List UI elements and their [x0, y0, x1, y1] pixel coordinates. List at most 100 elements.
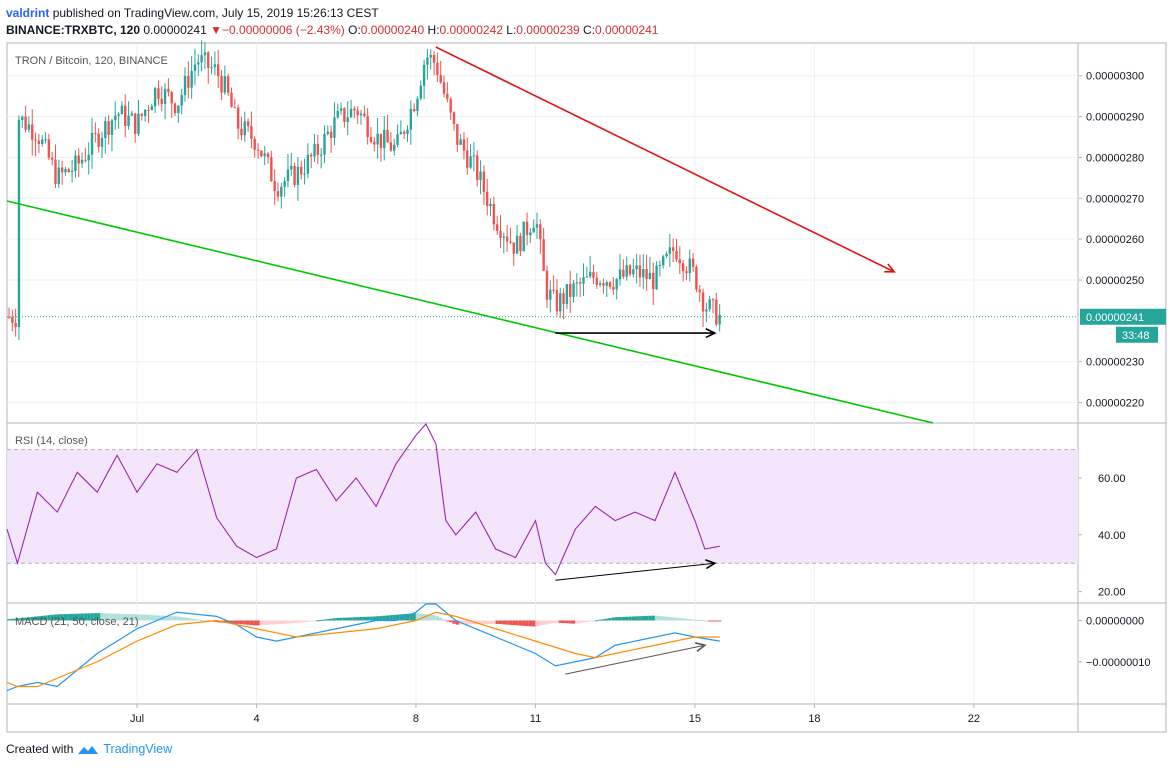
macd-histogram-bar [166, 615, 171, 621]
candle-body [124, 105, 127, 126]
macd-histogram-bar [163, 615, 167, 621]
macd-histogram-bar [349, 617, 353, 621]
resistance-trendline [435, 46, 895, 273]
rsi-band [7, 449, 1078, 564]
macd-histogram-bar [180, 617, 184, 621]
macd-histogram-bar [478, 620, 483, 625]
macd-histogram-bar [608, 618, 612, 621]
macd-histogram-bar [50, 614, 54, 621]
macd-line [6, 603, 720, 692]
candle-body [160, 98, 163, 104]
candle-body [555, 290, 559, 312]
macd-histogram-bar [482, 620, 486, 625]
candle-body [409, 108, 413, 130]
macd-histogram-bar [196, 619, 200, 621]
macd-histogram-bar [80, 613, 84, 621]
candle-body [77, 155, 80, 164]
macd-histogram-bar [263, 620, 267, 625]
macd-histogram-bar [346, 617, 350, 621]
macd-histogram-bar [518, 620, 523, 626]
macd-histogram-bar [259, 620, 264, 626]
candle-body [243, 121, 246, 136]
macd-histogram-bar [505, 620, 509, 625]
candle-body [127, 115, 130, 126]
footer: Created with TradingView [6, 742, 172, 756]
macd-histogram-bar [508, 620, 513, 625]
candle-body [11, 316, 14, 324]
change-value: −0.00000006 (−2.43%) [222, 23, 345, 37]
macd-histogram-bar [316, 620, 320, 622]
rsi-divergence-arrowhead [705, 559, 717, 570]
macd-histogram-bar [7, 619, 11, 621]
macd-histogram-bar [322, 619, 327, 621]
candle-body [389, 142, 393, 151]
candle-body [240, 128, 243, 136]
price-axis-label: 0.00000300 [1086, 71, 1144, 83]
price-axis-label: 0.00000250 [1086, 275, 1144, 287]
time-axis-label: 8 [413, 713, 419, 725]
candle-body [622, 269, 625, 277]
macd-histogram-bar [24, 617, 28, 621]
macd-histogram-bar [548, 620, 552, 624]
macd-histogram-bar [601, 619, 606, 621]
price-axis-label: 0.00000290 [1086, 112, 1144, 124]
candle-body [379, 133, 383, 149]
macd-histogram-bar [93, 613, 98, 621]
candle-body [691, 258, 695, 267]
candle-body [505, 236, 509, 242]
macd-histogram-bar [193, 619, 197, 621]
candle-body [615, 279, 618, 290]
macd-histogram-bar [30, 616, 34, 621]
author-link[interactable]: valdrint [6, 6, 50, 20]
candle-body [120, 105, 124, 115]
tradingview-brand[interactable]: TradingView [103, 742, 173, 756]
macd-histogram-bar [545, 620, 549, 625]
rsi-line [6, 423, 720, 576]
macd-divergence-arrow [565, 644, 705, 675]
candle-body [339, 108, 343, 111]
candle-body [296, 166, 300, 186]
candle-body [519, 235, 522, 252]
candle-body [326, 131, 329, 134]
candle-body [27, 124, 31, 130]
macd-histogram-bar [475, 620, 479, 625]
macd-histogram-bar [625, 616, 629, 621]
candle-body [648, 272, 652, 280]
macd-histogram-bar [273, 620, 277, 625]
macd-histogram-bar [40, 615, 44, 621]
candle-body [217, 64, 220, 77]
candle-body [562, 293, 565, 304]
macd-histogram-bar [658, 616, 662, 621]
macd-histogram-bar [296, 620, 300, 623]
candle-body [356, 110, 359, 116]
candle-body [655, 265, 658, 290]
candle-body [60, 167, 64, 173]
candle-body [266, 153, 270, 158]
macd-histogram-bar [432, 615, 436, 621]
rsi-divergence-arrow [555, 562, 715, 581]
macd-histogram-bar [123, 613, 127, 621]
candle-body [54, 159, 57, 185]
macd-histogram-bar [568, 620, 572, 624]
macd-histogram-bar [116, 613, 121, 621]
candle-body [157, 88, 160, 99]
candle-body [628, 265, 632, 275]
macd-histogram-bar [664, 616, 669, 621]
macd-histogram-bar [140, 614, 144, 621]
macd-histogram-bar [372, 616, 376, 621]
macd-histogram-bar [190, 618, 194, 621]
candle-body [100, 138, 104, 147]
candle-body [559, 293, 562, 312]
time-axis-label: 15 [689, 713, 701, 725]
macd-histogram-bar [648, 615, 652, 621]
macd-histogram-bar [170, 616, 174, 621]
candle-body [84, 159, 87, 161]
candle-body [197, 62, 200, 65]
candle-body [7, 316, 11, 318]
macd-histogram-bar [429, 614, 433, 621]
candle-body [509, 241, 512, 243]
candle-body [569, 284, 572, 297]
candle-body [137, 113, 140, 134]
macd-histogram-bar [635, 616, 639, 621]
